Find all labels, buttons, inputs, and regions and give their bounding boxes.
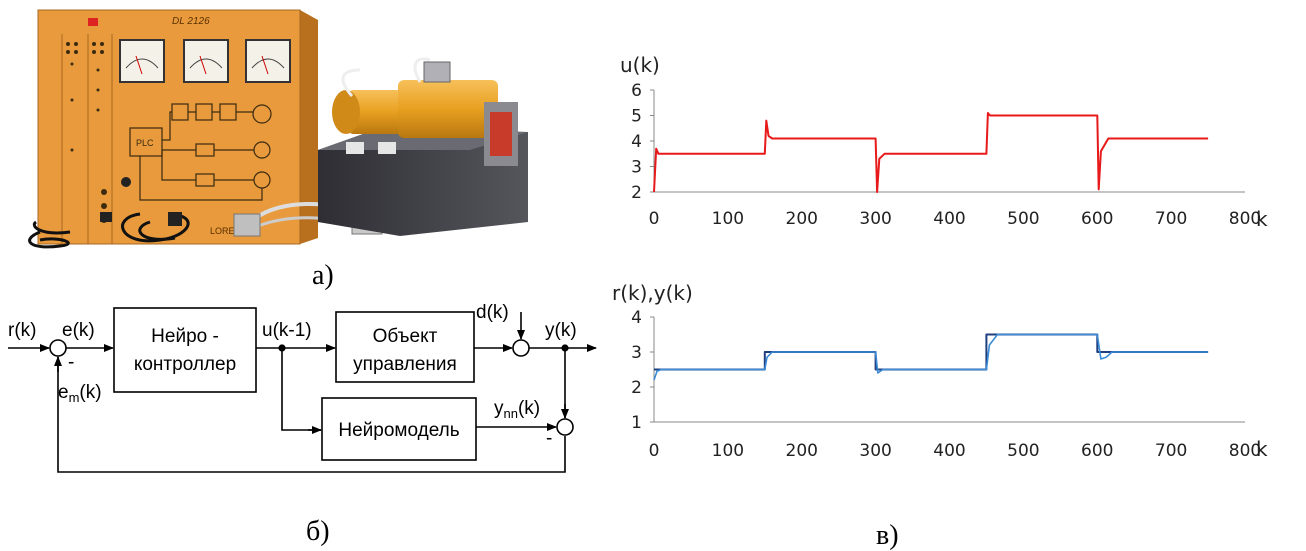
series-line-1 [653, 333, 1209, 381]
neuromodel-block [321, 397, 477, 461]
branch-point-control [278, 344, 286, 352]
power-cables [28, 212, 190, 249]
x-tick-label: 300 [859, 441, 891, 461]
y-tick-label: 5 [631, 107, 642, 127]
x-tick-label: 400 [933, 209, 965, 229]
y-tick-label: 2 [631, 378, 642, 398]
y-tick-label: 4 [631, 132, 642, 152]
power-switch [88, 18, 98, 26]
x-tick-label: 200 [786, 209, 818, 229]
plant-block [335, 311, 475, 383]
chart-title: r(k),y(k) [612, 281, 693, 305]
chart-title: u(k) [620, 53, 660, 77]
x-tick-label: 400 [933, 441, 965, 461]
y-tick-label: 2 [631, 183, 642, 203]
brand-label: LORENZO [210, 226, 254, 236]
summing-junction-disturbance [512, 339, 530, 357]
y-tick-label: 4 [631, 308, 642, 328]
plant-label-line2: управления [353, 354, 457, 375]
x-tick-label: 200 [786, 441, 818, 461]
neuromodel-label: Нейромодель [338, 420, 459, 441]
plc-label: PLC [136, 138, 154, 148]
plant-label-line1: Объект [373, 326, 438, 347]
x-tick-label: 700 [1155, 209, 1187, 229]
signal-e-label: e(k) [62, 320, 95, 341]
signal-y-label: y(k) [545, 320, 577, 341]
panel-schematic [129, 103, 272, 201]
panel-side [300, 10, 318, 244]
motor-base [318, 128, 528, 236]
plug-right [168, 212, 182, 226]
y-tick-label: 3 [631, 343, 642, 363]
panel-label-b: б) [306, 516, 330, 547]
x-tick-label: 0 [649, 441, 660, 461]
x-axis-label: k [1256, 207, 1268, 231]
panel-label-c: в) [876, 520, 899, 551]
feedback-line [57, 357, 566, 473]
control-to-model-line [281, 348, 321, 431]
signal-u-label: u(k-1) [262, 320, 312, 341]
branch-point-output [561, 344, 569, 352]
motor-generator [332, 57, 518, 166]
block-diagram-labels: r(k) e(k) - em(k) Нейро - контроллер u(k… [8, 302, 577, 449]
controller-label-line1: Нейро - [151, 326, 219, 347]
x-tick-label: 500 [1007, 441, 1039, 461]
y-tick-label: 6 [631, 81, 642, 101]
x-axis-label: k [1256, 437, 1268, 461]
y-tick-label: 3 [631, 158, 642, 178]
x-tick-label: 300 [859, 209, 891, 229]
series-line-0 [653, 112, 1209, 193]
controller-label-line2: контроллер [134, 354, 236, 375]
x-tick-label: 100 [712, 209, 744, 229]
x-tick-label: 500 [1007, 209, 1039, 229]
sum1-minus-sign: - [68, 352, 74, 373]
plug-left [100, 212, 112, 222]
panel-label-a: а) [312, 260, 334, 291]
x-tick-label: 800 [1229, 441, 1261, 461]
sum3-minus-sign: - [546, 428, 552, 449]
analog-meters [119, 39, 291, 83]
block-diagram [8, 307, 597, 473]
signal-em-label: em(k) [58, 382, 102, 405]
controller-block [113, 307, 257, 393]
x-tick-label: 600 [1081, 209, 1113, 229]
x-tick-label: 0 [649, 209, 660, 229]
signal-ynn-label: ynn(k) [494, 398, 540, 421]
equipment-photo: DL 2126 [28, 9, 528, 249]
summing-junction-model-error [556, 418, 574, 436]
x-tick-label: 100 [712, 441, 744, 461]
signal-d-label: d(k) [476, 302, 509, 323]
x-tick-label: 600 [1081, 441, 1113, 461]
x-tick-label: 800 [1229, 209, 1261, 229]
x-tick-label: 700 [1155, 441, 1187, 461]
signal-r-label: r(k) [8, 320, 36, 341]
summing-junction-error [49, 339, 67, 357]
connector-dots [66, 42, 107, 223]
panel-knob [121, 177, 131, 187]
y-tick-label: 1 [631, 413, 642, 433]
equipment-model-label: DL 2126 [172, 16, 210, 27]
